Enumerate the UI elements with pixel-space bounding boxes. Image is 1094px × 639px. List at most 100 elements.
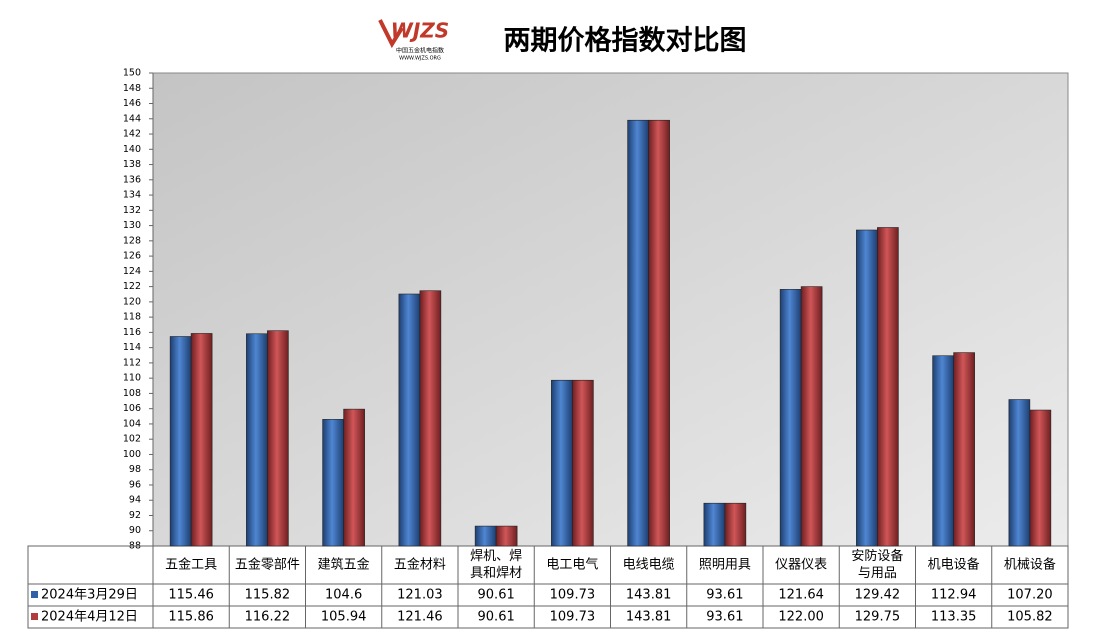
y-tick-label: 132: [123, 205, 141, 216]
y-tick-label: 106: [123, 403, 141, 414]
bar: [648, 119, 670, 547]
logo-arrow: [378, 19, 404, 49]
bar: [419, 290, 442, 547]
legend-swatch: [31, 613, 38, 620]
value-label: 129.42: [855, 588, 901, 603]
bar: [877, 227, 899, 547]
y-tick-label: 92: [129, 510, 141, 521]
bar: [953, 352, 975, 547]
value-label: 109.73: [550, 610, 596, 625]
bar: [856, 229, 878, 547]
value-label: 104.6: [325, 588, 362, 603]
y-tick-label: 118: [123, 312, 141, 323]
bar: [627, 119, 649, 547]
y-tick-label: 140: [123, 144, 141, 155]
value-label: 105.94: [321, 610, 367, 625]
bar: [495, 525, 518, 547]
bar: [800, 286, 823, 547]
y-tick-label: 124: [123, 266, 141, 277]
x-tick-label: 建筑五金: [318, 557, 370, 573]
bar: [322, 419, 344, 547]
value-label: 143.81: [626, 610, 672, 625]
value-label: 115.86: [168, 610, 214, 625]
legend-label: 2024年4月12日: [41, 610, 138, 625]
legend-swatch: [31, 591, 38, 598]
y-tick-label: 110: [123, 373, 141, 384]
x-tick-label: 五金工具: [165, 557, 217, 573]
y-tick-label: 104: [123, 418, 141, 429]
y-tick-label: 134: [123, 190, 141, 201]
value-label: 122.00: [778, 610, 824, 625]
x-tick-label: 安防设备与用品: [851, 548, 903, 581]
value-label: 129.75: [855, 610, 901, 625]
value-label: 90.61: [478, 610, 515, 625]
y-tick-label: 90: [129, 525, 141, 536]
y-tick-label: 94: [129, 495, 141, 506]
x-tick-label: 焊机、焊具和焊材: [470, 548, 522, 581]
bar: [343, 408, 365, 547]
y-tick-label: 114: [123, 342, 141, 353]
bar: [246, 333, 268, 547]
bar: [169, 336, 192, 547]
bar: [572, 379, 594, 547]
value-label: 113.35: [931, 610, 977, 625]
x-tick-label: 电线电缆: [623, 557, 675, 573]
value-label: 93.61: [706, 588, 743, 603]
y-tick-label: 126: [123, 251, 141, 262]
y-tick-label: 112: [123, 357, 141, 368]
y-tick-label: 128: [123, 235, 141, 246]
x-tick-label: 机电设备: [928, 557, 980, 573]
bar: [724, 502, 747, 547]
bar: [703, 502, 726, 547]
y-tick-label: 120: [123, 296, 141, 307]
value-label: 115.46: [168, 588, 214, 603]
x-tick-label: 机械设备: [1004, 557, 1056, 573]
bar: [551, 379, 573, 547]
value-label: 121.64: [778, 588, 824, 603]
value-label: 107.20: [1007, 588, 1053, 603]
y-tick-label: 122: [123, 281, 141, 292]
y-tick-label: 100: [123, 449, 141, 460]
y-tick-label: 130: [123, 220, 141, 231]
logo: WJZS 中国五金机电指数 WWW.WJZS.ORG: [378, 19, 449, 62]
value-label: 90.61: [478, 588, 515, 603]
bar: [1029, 409, 1052, 547]
logo-url: WWW.WJZS.ORG: [399, 56, 441, 62]
value-label: 143.81: [626, 588, 672, 603]
logo-mark: WJZS: [391, 19, 449, 43]
value-label: 115.82: [245, 588, 291, 603]
value-label: 93.61: [706, 610, 743, 625]
chart-title: 两期价格指数对比图: [504, 26, 747, 57]
plot-area: [152, 72, 1069, 547]
bar: [267, 330, 289, 547]
y-tick-label: 138: [123, 159, 141, 170]
x-tick-label: 五金零部件: [235, 557, 300, 573]
bar: [932, 355, 954, 547]
bar: [1008, 399, 1031, 547]
x-tick-label: 照明用具: [699, 558, 751, 573]
legend-label: 2024年3月29日: [41, 588, 138, 603]
value-label: 121.46: [397, 610, 443, 625]
y-tick-label: 108: [123, 388, 141, 399]
value-label: 109.73: [550, 588, 596, 603]
y-tick-label: 116: [123, 327, 141, 338]
y-tick-label: 98: [129, 464, 141, 475]
bar: [474, 525, 497, 547]
y-tick-label: 136: [123, 174, 141, 185]
value-label: 105.82: [1007, 610, 1053, 625]
x-tick-label: 五金材料: [394, 557, 446, 573]
bar: [190, 333, 213, 547]
y-tick-label: 150: [123, 68, 141, 79]
y-tick-label: 146: [123, 98, 141, 109]
x-tick-label: 电工电气: [546, 557, 598, 573]
value-label: 121.03: [397, 588, 443, 603]
y-tick-label: 142: [123, 129, 141, 140]
logo-name: 中国五金机电指数: [396, 47, 444, 55]
value-label: 112.94: [931, 588, 977, 603]
x-tick-label: 仪器仪表: [775, 558, 827, 573]
bar: [398, 293, 421, 547]
y-tick-label: 144: [123, 113, 141, 124]
y-tick-label: 96: [129, 479, 141, 490]
value-label: 116.22: [245, 610, 291, 625]
